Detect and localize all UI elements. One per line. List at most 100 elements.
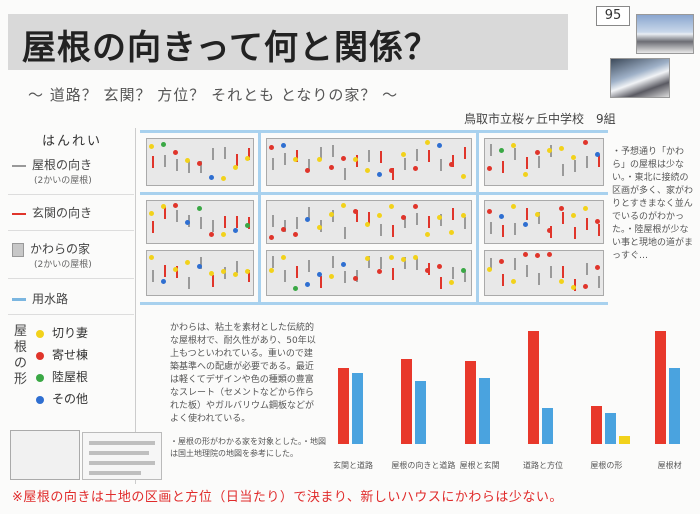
canal-line: [258, 130, 261, 305]
roof-shape-pin: [487, 267, 492, 272]
roof-shape-pin: [305, 168, 310, 173]
house-marker: [562, 212, 564, 224]
house-marker: [416, 258, 418, 270]
bar-charts: 玄関と道路 屋根の向きと道路 屋根と玄関 道路と方位 屋根の形 屋根材: [318, 318, 698, 478]
house-marker: [308, 159, 310, 171]
house-marker: [586, 218, 588, 230]
house-marker: [380, 257, 382, 269]
house-marker: [598, 155, 600, 167]
house-marker: [200, 257, 202, 269]
roof-shape-pin: [583, 284, 588, 289]
roof-shape-pin: [499, 259, 504, 264]
house-marker: [224, 216, 226, 228]
chart-bar: [605, 412, 617, 444]
roof-shape-pin: [425, 268, 430, 273]
roof-shape-pin: [595, 152, 600, 157]
house-marker: [392, 168, 394, 180]
red-dot-icon: [36, 351, 44, 360]
house-marker: [284, 220, 286, 232]
roof-shape-pin: [377, 172, 382, 177]
table-line: [89, 441, 155, 445]
roof-shape-pin: [413, 166, 418, 171]
roof-shape-pin: [559, 206, 564, 211]
house-marker: [538, 212, 540, 224]
roof-shape-pin: [197, 206, 202, 211]
table-line: [89, 471, 141, 475]
roof-shape-pin: [341, 156, 346, 161]
house-marker: [344, 168, 346, 180]
chart-category-label: 道路と方位: [523, 461, 563, 470]
chart-bar: [478, 377, 490, 444]
blue-line-icon: [12, 298, 26, 301]
house-marker: [502, 225, 504, 237]
roof-shape-pin: [401, 257, 406, 262]
roof-shape-pin: [161, 142, 166, 147]
roof-shape-pin: [353, 157, 358, 162]
house-marker: [404, 257, 406, 269]
roof-shape-pin: [461, 213, 466, 218]
roof-shape-pin: [317, 225, 322, 230]
house-marker: [440, 277, 442, 289]
notes: ・屋根の形がわかる家を対象とした。・地図は国土地理院の地図を参考にした。: [170, 437, 326, 458]
chart-bar: [528, 330, 539, 444]
roof-shape-pin: [281, 255, 286, 260]
roof-shape-pin: [281, 143, 286, 148]
roof-shape-pin: [437, 215, 442, 220]
house-marker: [152, 270, 154, 282]
chart-category-label: 屋根の向きと道路: [391, 461, 456, 470]
house-marker: [272, 215, 274, 227]
house-marker: [452, 155, 454, 167]
house-marker: [368, 256, 370, 268]
house-marker: [598, 224, 600, 236]
legend-item-tile-house: かわらの家 (2かいの屋根): [12, 240, 92, 270]
roof-shape-pin: [197, 161, 202, 166]
house-marker: [296, 217, 298, 229]
shape-gable: 切り妻: [36, 324, 88, 341]
roof-shape-pin: [413, 204, 418, 209]
roof-shape-pin: [523, 222, 528, 227]
house-marker: [308, 207, 310, 219]
roof-shape-pin: [547, 252, 552, 257]
chart-bar-extra: [619, 436, 631, 444]
table-line: [89, 461, 155, 465]
canal-line: [140, 302, 608, 305]
chart-category-label: 屋根と玄関: [459, 461, 500, 470]
shape-hip: 寄せ棟: [36, 346, 88, 363]
house-marker: [404, 158, 406, 170]
house-marker: [464, 270, 466, 282]
roof-shape-pin: [487, 166, 492, 171]
chart-category-label: 玄関と道路: [333, 461, 373, 470]
house-marker: [502, 274, 504, 286]
roof-shape-pin: [449, 230, 454, 235]
house-marker: [452, 208, 454, 220]
house-marker: [514, 148, 516, 160]
legend-item-canal: 用水路: [12, 290, 68, 307]
house-marker: [224, 147, 226, 159]
roof-shape-pin: [317, 157, 322, 162]
roof-shape-pin: [221, 176, 226, 181]
roof-shape-pin: [341, 262, 346, 267]
legend-sub: (2かいの屋根): [34, 176, 92, 186]
house-marker: [164, 155, 166, 167]
canal-line: [140, 130, 608, 133]
house-marker: [380, 151, 382, 163]
roof-shape-pin: [305, 282, 310, 287]
chart-bar: [542, 407, 553, 444]
roof-shape-pin: [293, 232, 298, 237]
house-marker: [416, 213, 418, 225]
shape-label: 切り妻: [52, 326, 89, 340]
roof-shape-pin: [233, 228, 238, 233]
house-marker: [356, 210, 358, 222]
legend-label: 用水路: [32, 292, 69, 306]
house-marker: [514, 258, 516, 270]
roof-shape-pin: [281, 227, 286, 232]
house-marker: [212, 275, 214, 287]
house-marker: [368, 212, 370, 224]
roof-shape-pin: [511, 143, 516, 148]
house-marker: [428, 150, 430, 162]
legend-item-entrance: 玄関の向き: [12, 204, 92, 221]
roof-shape-pin: [449, 162, 454, 167]
roof-shape-pin: [535, 212, 540, 217]
roof-shape-pin: [185, 260, 190, 265]
house-marker: [248, 148, 250, 160]
